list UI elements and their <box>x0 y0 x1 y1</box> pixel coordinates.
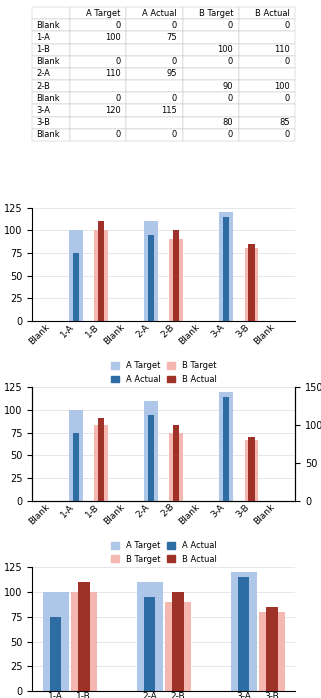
Bar <box>137 582 162 691</box>
Bar <box>69 230 83 321</box>
Bar <box>50 617 62 691</box>
Bar <box>238 577 249 691</box>
Bar <box>144 401 158 500</box>
Bar <box>69 410 83 500</box>
Bar <box>73 253 79 321</box>
Bar <box>169 433 183 500</box>
Bar <box>71 592 97 691</box>
Bar <box>148 415 154 500</box>
Bar <box>220 392 233 500</box>
Bar <box>173 425 179 500</box>
Bar <box>94 425 108 500</box>
Legend: A Target, B Target, A Actual, B Actual: A Target, B Target, A Actual, B Actual <box>107 538 220 567</box>
Legend: A Target, A Actual, B Target, B Actual: A Target, A Actual, B Target, B Actual <box>107 358 220 387</box>
Bar <box>245 440 258 500</box>
Bar <box>73 433 79 500</box>
Bar <box>165 602 191 691</box>
Bar <box>245 248 258 321</box>
Bar <box>98 221 104 321</box>
Bar <box>223 396 230 500</box>
Bar <box>43 592 68 691</box>
Bar <box>78 582 90 691</box>
Bar <box>148 235 154 321</box>
Bar <box>231 572 256 691</box>
Bar <box>173 230 179 321</box>
Bar <box>144 221 158 321</box>
Bar <box>98 417 104 500</box>
Bar <box>220 212 233 321</box>
Bar <box>248 244 255 321</box>
Bar <box>266 607 278 691</box>
Bar <box>223 216 230 321</box>
Bar <box>259 612 285 691</box>
Bar <box>172 592 184 691</box>
Bar <box>248 436 255 500</box>
Bar <box>169 239 183 321</box>
Bar <box>94 230 108 321</box>
Bar <box>144 597 155 691</box>
